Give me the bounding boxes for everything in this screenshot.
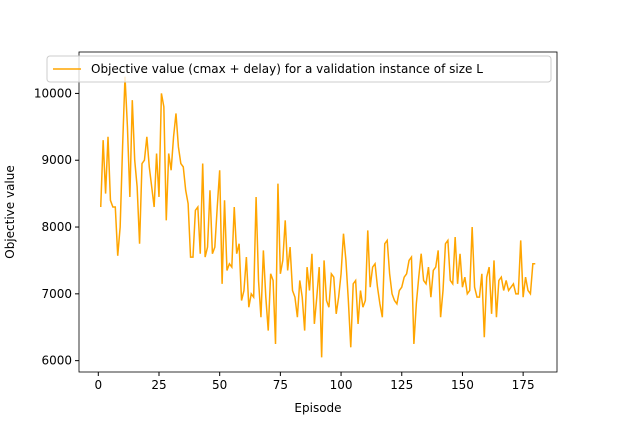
- y-tick-label: 10000: [34, 86, 72, 100]
- legend-box: [46, 55, 552, 83]
- x-tick-label: 175: [512, 378, 535, 392]
- y-tick-label: 8000: [41, 220, 72, 234]
- x-tick-label: 25: [151, 378, 166, 392]
- x-tick-label: 100: [330, 378, 353, 392]
- axes-frame: [78, 51, 558, 373]
- data-line: [99, 76, 536, 358]
- x-axis-label: Episode: [294, 401, 341, 415]
- x-tick-label: 75: [273, 378, 288, 392]
- y-tick-label: 6000: [41, 354, 72, 368]
- legend-label: Objective value (cmax + delay) for a val…: [91, 62, 483, 76]
- y-axis-label: Objective value: [3, 165, 17, 259]
- x-tick-label: 50: [212, 378, 227, 392]
- y-tick-label: 7000: [41, 287, 72, 301]
- x-tick-label: 125: [390, 378, 413, 392]
- x-tick-label: 0: [94, 378, 102, 392]
- x-tick-label: 150: [451, 378, 474, 392]
- y-tick-label: 9000: [41, 153, 72, 167]
